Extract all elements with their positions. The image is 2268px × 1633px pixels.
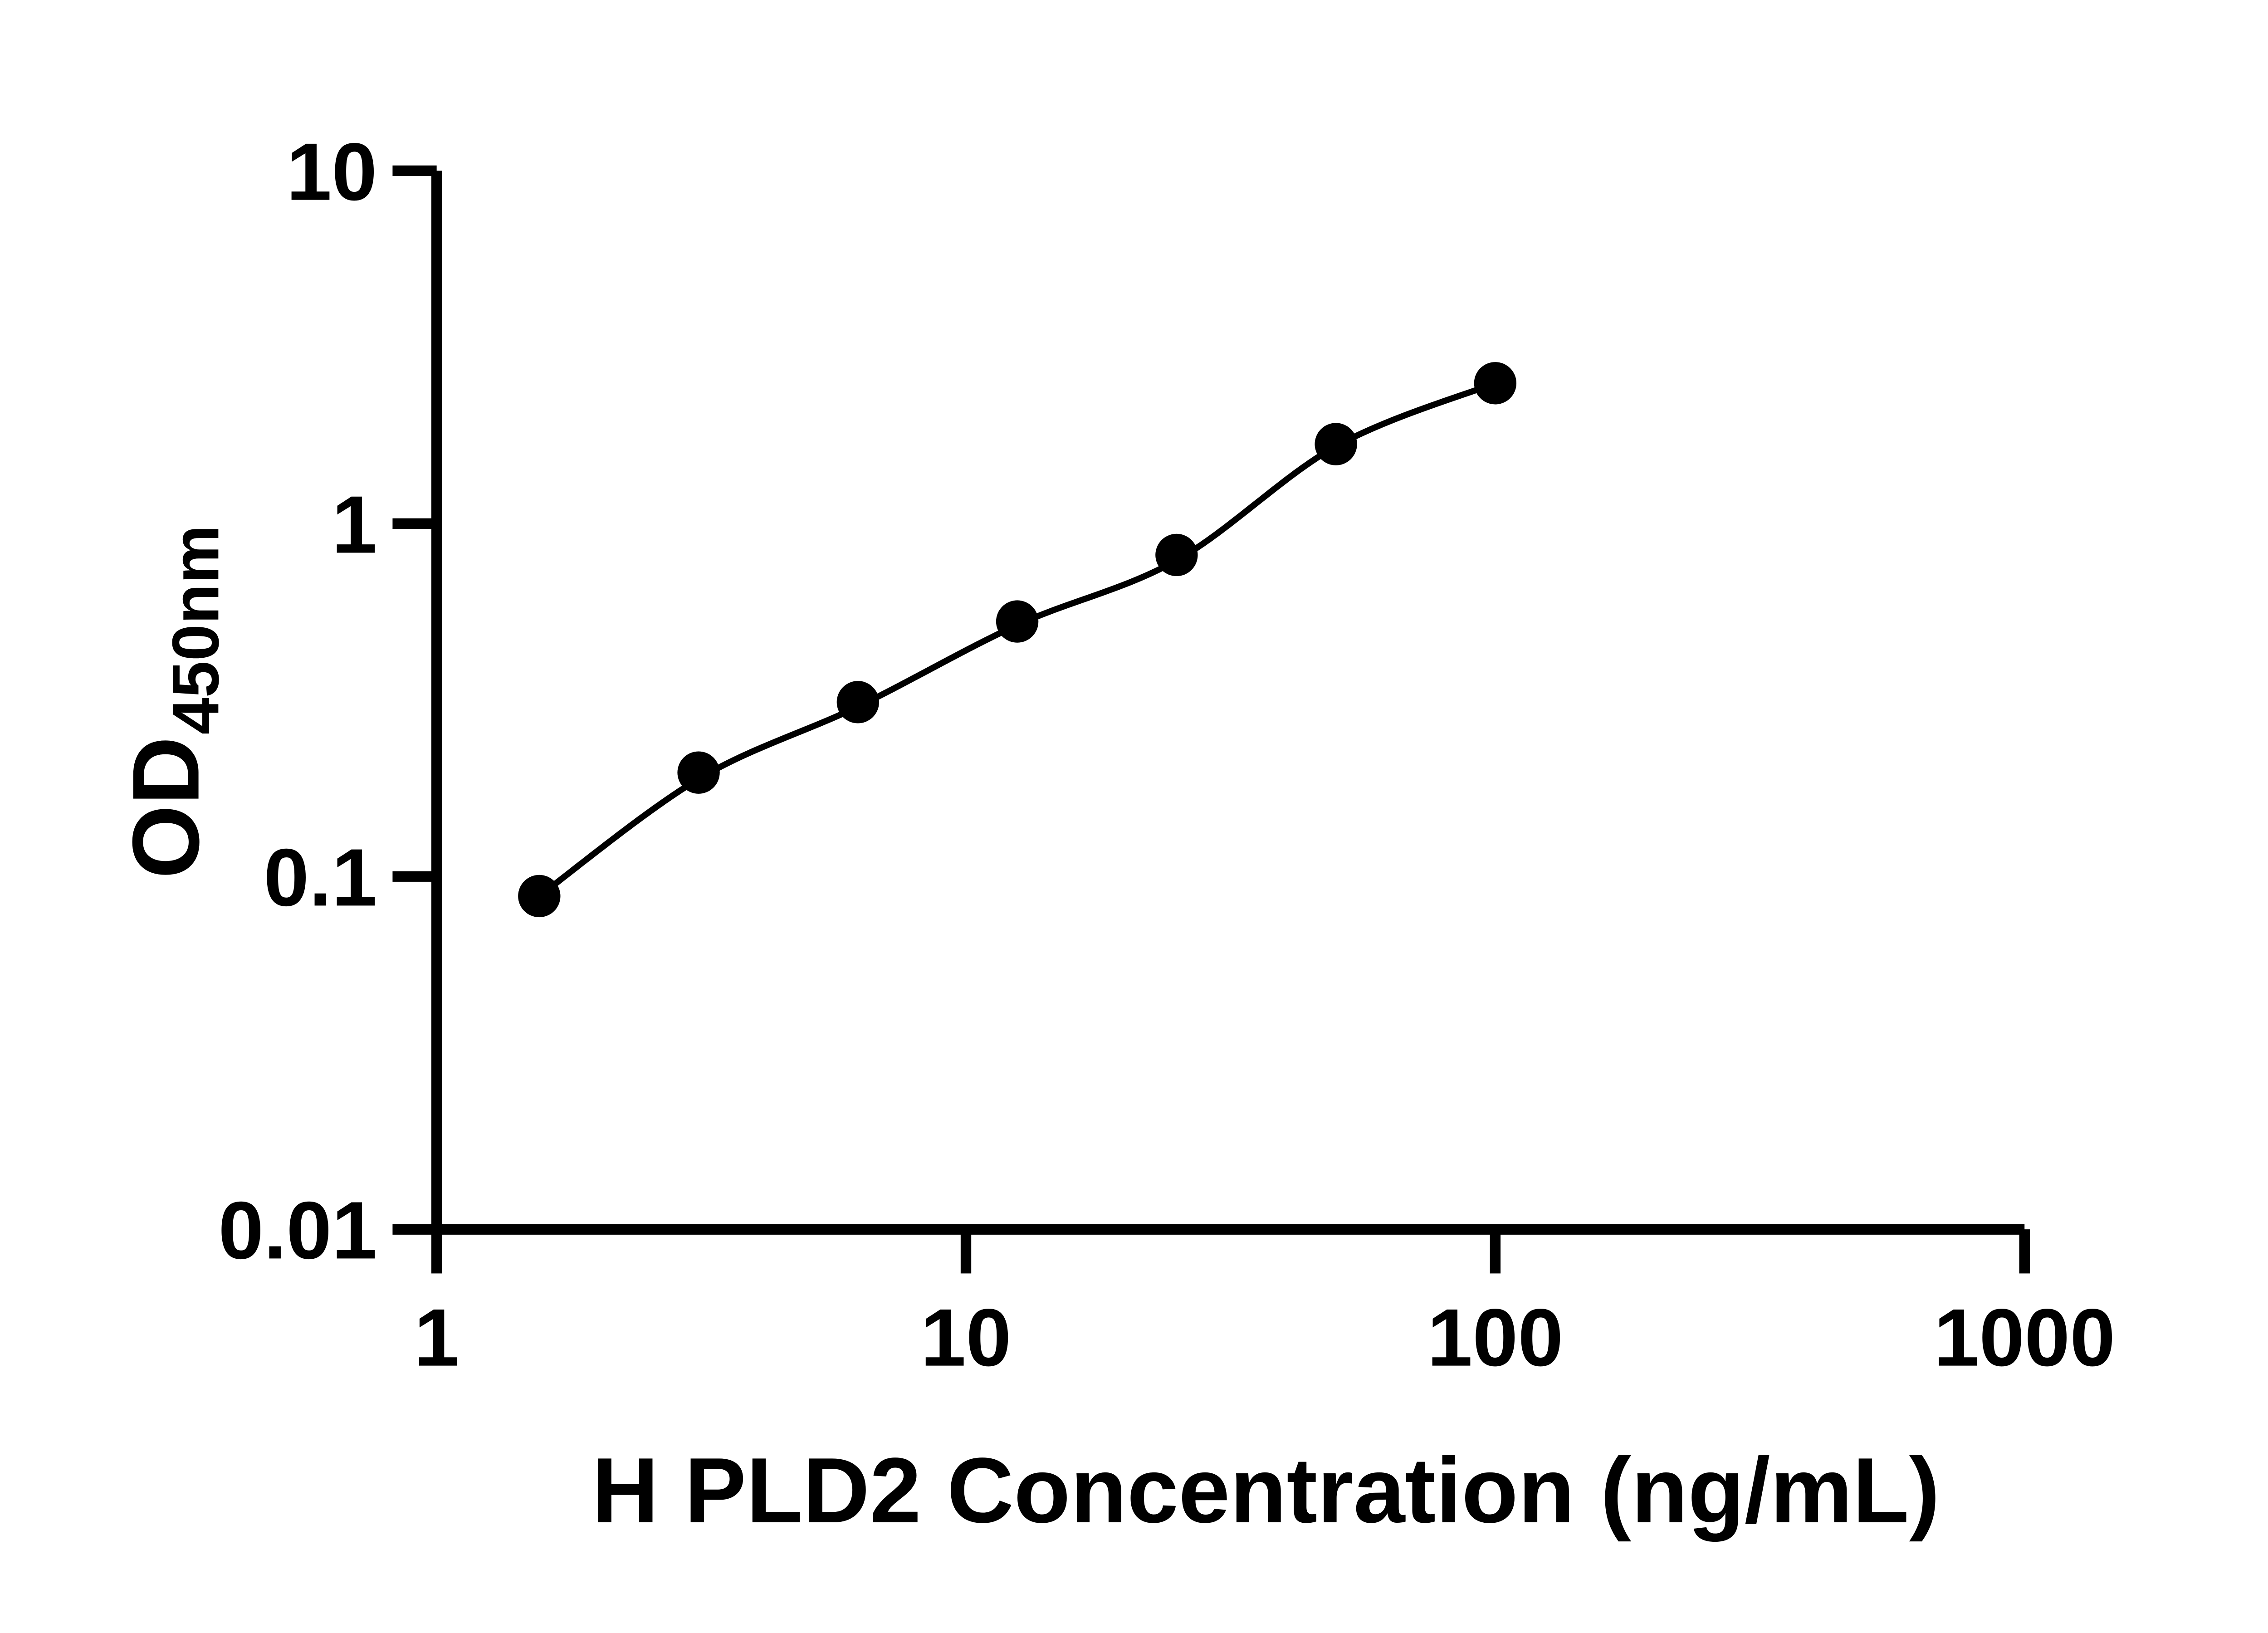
y-tick-label: 0.1 — [264, 832, 377, 923]
tick-labels: 10 1 0.1 0.01 1 10 100 1000 — [218, 127, 2115, 1384]
data-points — [518, 362, 1517, 918]
x-tick-label: 1000 — [1934, 1292, 2115, 1384]
data-point — [996, 600, 1039, 643]
y-axis-title-subscript: 450nm — [158, 525, 232, 734]
y-tick-label: 0.01 — [218, 1185, 377, 1276]
axes — [392, 165, 2030, 1274]
data-point — [518, 875, 561, 918]
y-tick-label: 10 — [286, 127, 377, 218]
y-tick-label: 1 — [332, 479, 377, 571]
x-tick-label: 1 — [414, 1292, 459, 1384]
data-point — [677, 751, 720, 794]
y-axis-title-main: OD — [113, 737, 219, 879]
x-tick-label: 10 — [920, 1292, 1011, 1384]
x-tick-label: 100 — [1427, 1292, 1563, 1384]
data-point — [1474, 362, 1517, 405]
axis-spine — [431, 171, 2025, 1235]
data-point — [836, 681, 880, 724]
x-axis-title: H PLD2 Concentration (ng/mL) — [592, 1439, 1940, 1542]
y-axis-title: OD 450nm — [113, 525, 233, 879]
data-point — [1315, 423, 1357, 465]
data-point — [1155, 533, 1198, 577]
